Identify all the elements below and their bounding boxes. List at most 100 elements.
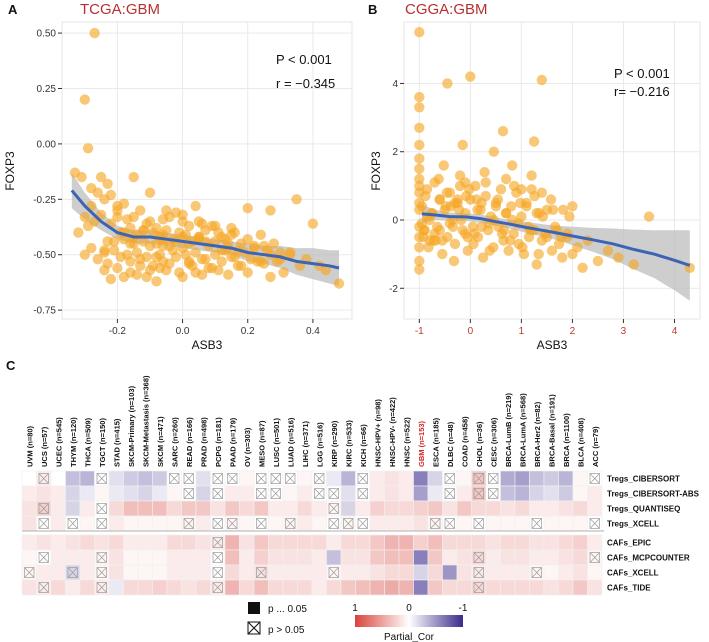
heatmap-cell [384,515,400,532]
heatmap-cell [152,549,168,566]
heatmap-cell [239,579,255,596]
data-point [531,208,542,219]
heatmap-cell [384,470,400,487]
heatmap-column-label: BRCA-Her2 (n=82) [533,401,542,467]
nonsig-cross [212,537,223,548]
nonsig-cross [96,518,107,529]
scatter-panel-a: 0.50 0.25 0.00 -0.25 -0.50 -0.75 -0.2 0.0 0.2 0.… [3,21,353,352]
heatmap-cell [471,500,487,517]
heatmap-column-label: STAD (n=415) [112,418,121,467]
heatmap-cell [427,564,443,581]
nonsig-box [357,518,368,529]
x-tick-label: 3 [621,326,627,337]
nonsig-cross [212,552,223,563]
nonsig-cross [488,488,499,499]
panel-b-title: CGGA:GBM [405,1,488,18]
heatmap-column-label: UCEC (n=545) [54,417,63,467]
heatmap-cell [50,470,66,487]
heatmap-column-label: LIHC (n=371) [301,420,310,467]
heatmap-column-label: KIRP (n=290) [330,420,339,467]
heatmap-cell [500,564,516,581]
heatmap-cell [268,549,284,566]
nonsig-box [96,473,107,484]
data-point [112,262,123,274]
heatmap-cell [340,564,356,581]
colorbar [355,615,463,627]
heatmap-cell [384,564,400,581]
nonsig-cross [212,488,223,499]
heatmap-cell [369,470,385,487]
data-point [414,264,425,275]
nonsig-cross [212,518,223,529]
nonsig-box [96,503,107,514]
heatmap-cell [355,579,371,596]
data-point [434,194,445,205]
data-point [170,251,182,263]
heatmap-cell [427,579,443,596]
heatmap-cell [50,500,66,517]
data-point [503,245,514,256]
heatmap-cell [427,470,443,487]
panel-label-c: C [6,358,16,373]
nonsig-box [256,488,267,499]
heatmap-cell [558,534,574,551]
heatmap-column-label: KICH (n=66) [359,424,368,467]
data-point [138,225,149,236]
heatmap-cell [384,485,400,502]
data-point [546,245,558,256]
heatmap-cell [50,515,66,532]
heatmap-cell [253,549,269,566]
heatmap-cell [297,564,313,581]
nonsig-box [270,473,281,484]
heatmap-cell [427,549,443,566]
data-point [547,204,559,215]
heatmap-cell [94,534,110,551]
heatmap-cell [166,534,182,551]
nonsig-cross [328,567,339,578]
x-tick-label: -0.2 [109,326,127,337]
data-point [99,265,110,276]
y-tick-label: -2 [389,284,398,295]
heatmap-cell [137,564,153,581]
heatmap-cell [36,485,52,502]
data-point [447,221,459,232]
heatmap-cell [123,549,139,566]
nonsig-box [473,488,484,499]
nonsig-cross [531,567,542,578]
nonsig-cross [430,518,441,529]
data-point [128,171,139,183]
data-point [89,27,100,39]
heatmap-cell [65,579,81,596]
data-point [105,189,117,201]
nonsig-cross [96,567,107,578]
nonsig-cross [314,488,325,499]
heatmap-cell [326,470,342,487]
heatmap-cell [123,534,139,551]
data-point [526,170,537,181]
x-tick-label: 2 [570,326,576,337]
y-tick-label: -0.25 [33,195,56,206]
heatmap-column-label: THCA (n=509) [83,417,92,467]
heatmap-cell [123,485,139,502]
data-point [420,190,431,202]
heatmap-cell [181,534,197,551]
heatmap-cell [195,485,211,502]
nonsig-box [473,473,484,484]
nonsig-cross [328,503,339,514]
heatmap-cell [413,579,429,596]
y-tick-label: 0.00 [37,139,57,150]
y-tick-label: 4 [392,79,398,90]
heatmap-column-label: SARC (n=260) [170,417,179,467]
heatmap-cell [108,579,124,596]
heatmap-cell [79,470,95,487]
heatmap-cell [442,564,458,581]
nonsig-cross [67,567,78,578]
heatmap-column-label: READ (n=166) [185,417,194,467]
heatmap-cell [543,534,559,551]
data-point [144,216,156,227]
sig-legend-swatch [248,602,260,614]
nonsig-cross [473,552,484,563]
data-point [414,153,425,164]
heatmap-cell [181,564,197,581]
nonsig-cross [488,473,499,484]
